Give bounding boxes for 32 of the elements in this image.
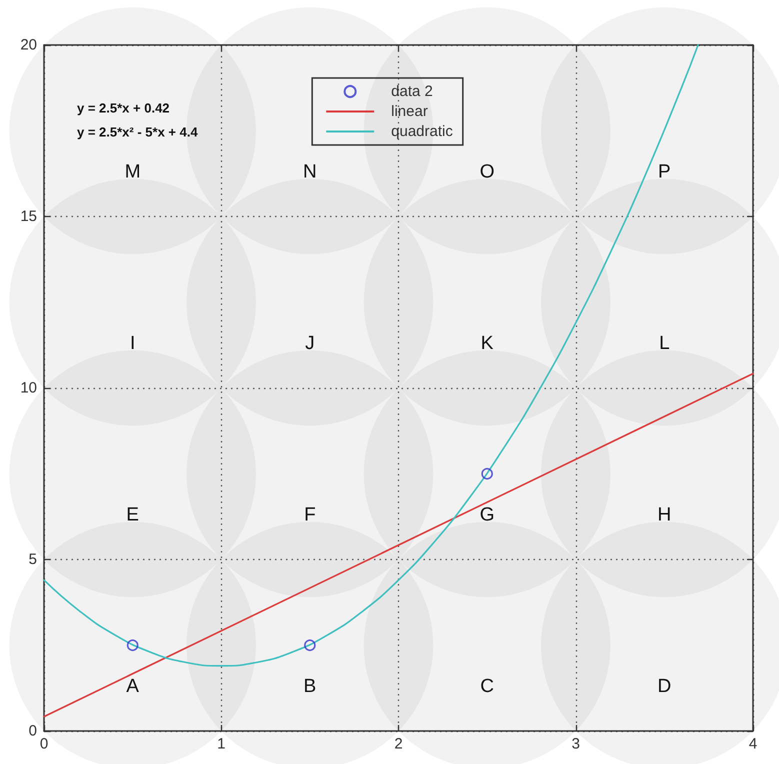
x-tick-label: 4 <box>748 736 758 752</box>
y-tick-label: 10 <box>20 380 37 396</box>
x-tick-label: 0 <box>40 736 48 752</box>
annotation: G <box>480 504 495 526</box>
y-tick-label: 20 <box>20 36 37 54</box>
y-tick-label: 15 <box>20 208 37 225</box>
x-tick-label: 1 <box>217 736 226 752</box>
annotation: L <box>659 332 670 354</box>
annotation: P <box>658 161 671 182</box>
annotation: y = 2.5*x² - 5*x + 4.4 <box>77 124 198 140</box>
annotation: O <box>480 161 495 182</box>
annotation: A <box>126 676 140 697</box>
annotation: K <box>480 332 494 354</box>
y-tick-label: 5 <box>28 551 37 568</box>
annotation: N <box>303 161 317 182</box>
x-tick-label: 3 <box>572 736 580 752</box>
annotation: D <box>658 676 672 697</box>
annotation: y = 2.5*x + 0.42 <box>77 100 170 116</box>
legend-label: linear <box>391 103 428 120</box>
legend-label: quadratic <box>391 123 454 140</box>
line-series <box>43 44 699 667</box>
annotation: F <box>304 504 316 526</box>
annotation: I <box>130 332 136 354</box>
y-tick-label: 0 <box>28 722 37 740</box>
annotation: J <box>305 332 315 354</box>
annotation: E <box>126 504 139 526</box>
legend-label: data 2 <box>391 83 433 100</box>
annotation: H <box>658 504 672 526</box>
x-tick-label: 2 <box>394 736 403 752</box>
annotation: C <box>480 676 494 697</box>
annotation: M <box>124 161 141 182</box>
annotation: B <box>304 676 316 697</box>
